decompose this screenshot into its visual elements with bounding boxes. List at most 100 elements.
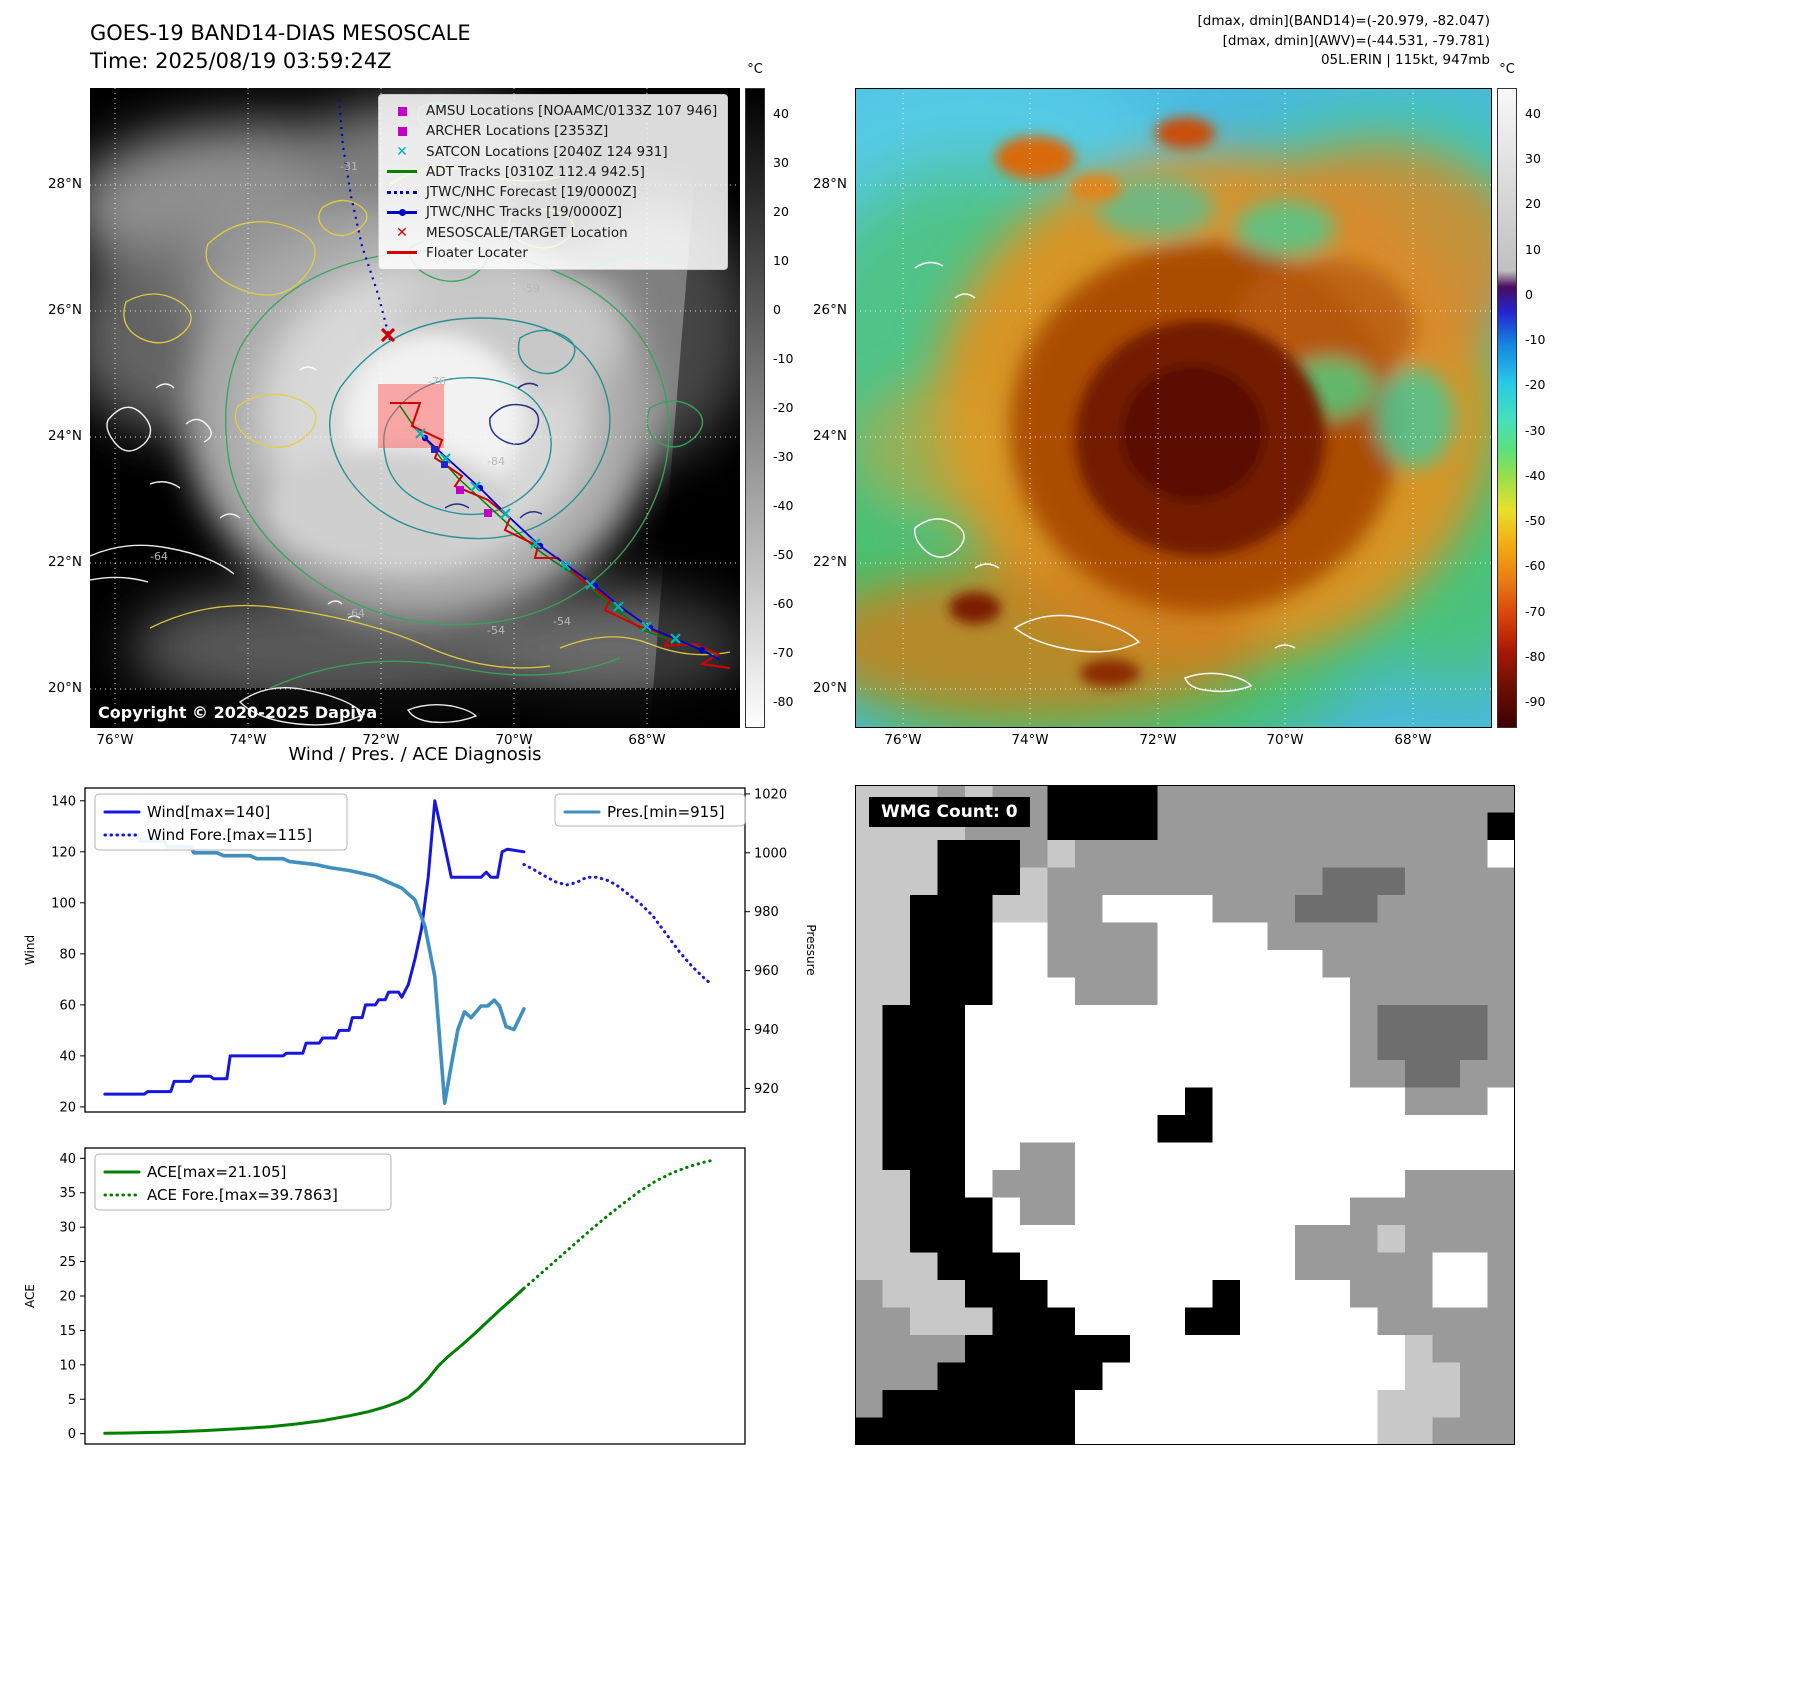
svg-text:5: 5 [68,1393,76,1408]
colorbar-tick-label: -20 [773,400,794,415]
colorbar-tick-label: -40 [1525,467,1546,483]
square-glyph [397,106,407,116]
svg-text:980: 980 [754,905,779,920]
svg-text:25: 25 [59,1255,76,1270]
contour-value-label: -54 [487,624,505,637]
lon-tick-label: 72°W [362,732,400,748]
contour-value-label: -31 [340,160,358,173]
svg-text:Pressure: Pressure [804,924,818,975]
legend-item-label: ARCHER Locations [2353Z] [426,123,609,140]
svg-text:30: 30 [59,1221,76,1236]
colorbar-tick-label: -70 [773,645,794,660]
x-legend-marker: ✕ [384,145,420,159]
chart-legend [554,793,746,827]
coastlines [914,261,1296,693]
lat-tick-label: 22°N [812,554,847,570]
awv-header: [dmax, dmin](BAND14)=(-20.979, -82.047) … [1198,12,1490,71]
line-glyph [387,251,417,255]
series-line [103,833,526,1106]
square-glyph [397,126,407,136]
line-legend-marker [384,251,420,255]
awv-color-field [855,88,1492,728]
colorbar-tick-label: 40 [1525,106,1541,121]
lat-tick-label: 20°N [47,680,82,696]
band14-title-line2: Time: 2025/08/19 03:59:24Z [90,48,392,73]
colorbar-tick-label: 0 [773,302,781,317]
legend-item: ARCHER Locations [2353Z] [384,121,717,141]
band14-title: GOES-19 BAND14-DIAS MESOSCALE Time: 2025… [90,20,471,75]
colorbar-tick-label: -50 [1525,513,1546,529]
lon-tick-label: 68°W [1394,732,1432,748]
dotted-line-glyph [387,190,417,194]
svg-text:940: 940 [754,1023,779,1038]
contour-value-label: -54 [553,615,571,628]
legend-item-label: Floater Locater [426,244,528,261]
lon-tick-label: 70°W [1266,732,1304,748]
contour-value-label: -64 [347,607,365,620]
x-glyph: ✕ [396,143,408,160]
wmg-panel: WMG Count: 0 [855,785,1516,1446]
awv-header-dmax-band14: [dmax, dmin](BAND14)=(-20.979, -82.047) [1197,13,1490,29]
svg-text:Wind Fore.[max=115]: Wind Fore.[max=115] [147,826,312,844]
lat-tick-label: 24°N [47,428,82,444]
awv-header-dmax-awv: [dmax, dmin](AWV)=(-44.531, -79.781) [1222,32,1490,49]
svg-text:10: 10 [59,1358,76,1373]
lat-tick-label: 26°N [812,302,847,318]
colorbar-tick-label: 40 [773,106,789,121]
svg-text:40: 40 [59,1152,76,1167]
ace-chart: 0 5 10 15 20 25 30 35 40 ACE[max=21.105] ACE Fore.… [23,1147,746,1445]
legend-item-label: ADT Tracks [0310Z 112.4 942.5] [426,163,645,180]
wmg-count-label: WMG Count: 0 [869,797,1030,827]
svg-text:40: 40 [59,1049,76,1064]
diagnosis-title: Wind / Pres. / ACE Diagnosis [288,744,542,765]
contour-value-label: -76 [428,375,446,388]
colorbar-tick-label: -60 [1525,558,1546,574]
lat-tick-label: 20°N [812,680,847,696]
svg-text:ACE[max=21.105]: ACE[max=21.105] [147,1163,286,1181]
awv-colorbar-ticks: 40 30 20 10 0 -10 -20 -30 -40 -50 -60 -70 -80 -90 [1521,88,1565,728]
wind-pressure-chart: 20 40 60 80 100 120 140 920 940 960 980 1000 1020 Win… [23,787,818,1115]
amsu-archer-markers [456,486,492,517]
legend-item-label: JTWC/NHC Tracks [19/0000Z] [426,204,623,221]
line-legend-marker [384,170,420,174]
colorbar-tick-label: -30 [773,449,794,464]
svg-text:120: 120 [51,845,76,860]
line-marker-legend-marker [384,208,420,216]
svg-text:20: 20 [59,1100,76,1115]
chart-legend [94,793,348,851]
svg-text:1020: 1020 [754,787,787,802]
band14-satellite-map: -31 -59 -76 -84 -64 -54 -54 -64 AMSU Locations … [90,88,740,728]
colorbar-tick-label: -30 [1525,422,1546,438]
colorbar-tick-label: -80 [1525,648,1546,664]
lat-tick-label: 24°N [812,428,847,444]
colorbar-tick-label: -50 [773,547,794,562]
contour-value-label: -84 [487,455,505,468]
legend-item: ✕ SATCON Locations [2040Z 124 931] [384,142,717,162]
svg-text:140: 140 [51,794,76,809]
svg-text:35: 35 [59,1186,76,1201]
band14-colorbar-ticks: 40 30 20 10 0 -10 -20 -30 -40 -50 -60 -70 -80 [769,88,813,728]
svg-text:15: 15 [59,1324,76,1339]
series-line [522,1158,717,1290]
lon-tick-label: 76°W [96,732,134,748]
svg-text:Wind[max=140]: Wind[max=140] [147,803,270,821]
lon-tick-label: 74°W [229,732,267,748]
svg-text:960: 960 [754,964,779,979]
svg-text:1000: 1000 [754,846,787,861]
colorbar-tick-label: -20 [1525,377,1546,393]
svg-text:ACE Fore.[max=39.7863]: ACE Fore.[max=39.7863] [147,1186,338,1204]
band14-title-line1: GOES-19 BAND14-DIAS MESOSCALE [90,21,471,45]
legend-item-label: MESOSCALE/TARGET Location [426,224,628,241]
lat-tick-label: 28°N [812,176,847,192]
awv-colorbar-unit: °C [1499,62,1515,77]
awv-colorbar [1497,88,1517,728]
svg-text:80: 80 [59,947,76,962]
dot-glyph [399,208,406,216]
svg-text:20: 20 [59,1290,76,1305]
ir-contours-navy [444,382,543,519]
mesoscale-target-marker [380,327,396,343]
band14-lon-axis: 76°W 74°W 72°W 70°W 68°W [90,732,740,752]
square-legend-marker [384,126,420,136]
wmg-image [855,785,1516,1446]
